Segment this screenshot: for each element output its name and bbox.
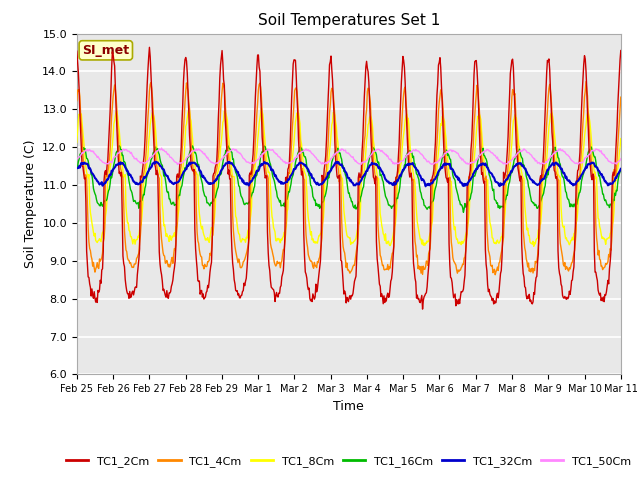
Y-axis label: Soil Temperature (C): Soil Temperature (C)	[24, 140, 36, 268]
TC1_8Cm	[431, 170, 439, 176]
TC1_2Cm	[419, 306, 426, 312]
TC1_16Cm	[223, 145, 231, 151]
TC1_50Cm	[224, 149, 232, 155]
TC1_4Cm	[223, 123, 230, 129]
TC1_50Cm	[173, 162, 181, 168]
TC1_50Cm	[139, 159, 147, 165]
TC1_4Cm	[617, 94, 625, 100]
TC1_2Cm	[139, 166, 147, 171]
TC1_2Cm	[617, 48, 625, 53]
TC1_16Cm	[460, 209, 467, 215]
TC1_4Cm	[582, 79, 590, 84]
Line: TC1_16Cm: TC1_16Cm	[77, 146, 621, 212]
Line: TC1_2Cm: TC1_2Cm	[77, 48, 621, 309]
TC1_8Cm	[83, 169, 90, 175]
X-axis label: Time: Time	[333, 400, 364, 413]
TC1_4Cm	[431, 170, 438, 176]
TC1_4Cm	[83, 176, 90, 182]
TC1_4Cm	[492, 272, 499, 277]
TC1_4Cm	[139, 174, 147, 180]
Line: TC1_32Cm: TC1_32Cm	[77, 162, 621, 186]
TC1_32Cm	[433, 174, 440, 180]
Line: TC1_4Cm: TC1_4Cm	[77, 82, 621, 275]
TC1_16Cm	[140, 192, 147, 197]
TC1_16Cm	[83, 156, 90, 161]
TC1_16Cm	[115, 143, 123, 149]
TC1_32Cm	[73, 166, 81, 171]
TC1_8Cm	[416, 232, 424, 238]
TC1_32Cm	[152, 159, 159, 165]
TC1_4Cm	[73, 98, 81, 104]
TC1_8Cm	[617, 136, 625, 142]
Line: TC1_50Cm: TC1_50Cm	[77, 148, 621, 165]
TC1_2Cm	[195, 278, 202, 284]
TC1_16Cm	[73, 165, 81, 171]
TC1_50Cm	[157, 145, 165, 151]
TC1_50Cm	[617, 156, 625, 162]
Title: Soil Temperatures Set 1: Soil Temperatures Set 1	[258, 13, 440, 28]
TC1_32Cm	[139, 179, 147, 185]
Line: TC1_8Cm: TC1_8Cm	[77, 108, 621, 246]
TC1_8Cm	[139, 204, 147, 209]
TC1_16Cm	[617, 167, 625, 172]
TC1_8Cm	[73, 140, 81, 145]
TC1_32Cm	[223, 160, 231, 166]
TC1_32Cm	[617, 166, 625, 172]
TC1_50Cm	[417, 151, 424, 156]
TC1_2Cm	[83, 248, 90, 254]
TC1_32Cm	[416, 172, 424, 178]
TC1_2Cm	[433, 114, 440, 120]
TC1_50Cm	[83, 147, 90, 153]
TC1_32Cm	[195, 164, 202, 170]
TC1_16Cm	[195, 162, 202, 168]
TC1_50Cm	[433, 159, 440, 165]
TC1_2Cm	[223, 158, 231, 164]
TC1_8Cm	[194, 172, 202, 178]
TC1_4Cm	[194, 238, 202, 244]
Text: SI_met: SI_met	[82, 44, 129, 57]
Legend: TC1_2Cm, TC1_4Cm, TC1_8Cm, TC1_16Cm, TC1_32Cm, TC1_50Cm: TC1_2Cm, TC1_4Cm, TC1_8Cm, TC1_16Cm, TC1…	[61, 451, 636, 471]
TC1_2Cm	[145, 45, 153, 50]
TC1_16Cm	[416, 183, 424, 189]
TC1_8Cm	[530, 243, 538, 249]
TC1_32Cm	[83, 161, 90, 167]
TC1_2Cm	[416, 299, 424, 305]
TC1_32Cm	[422, 183, 429, 189]
TC1_16Cm	[431, 185, 439, 191]
TC1_2Cm	[73, 48, 81, 54]
TC1_50Cm	[196, 147, 204, 153]
TC1_4Cm	[415, 263, 422, 269]
TC1_8Cm	[257, 105, 265, 110]
TC1_8Cm	[223, 114, 230, 120]
TC1_50Cm	[73, 156, 81, 162]
